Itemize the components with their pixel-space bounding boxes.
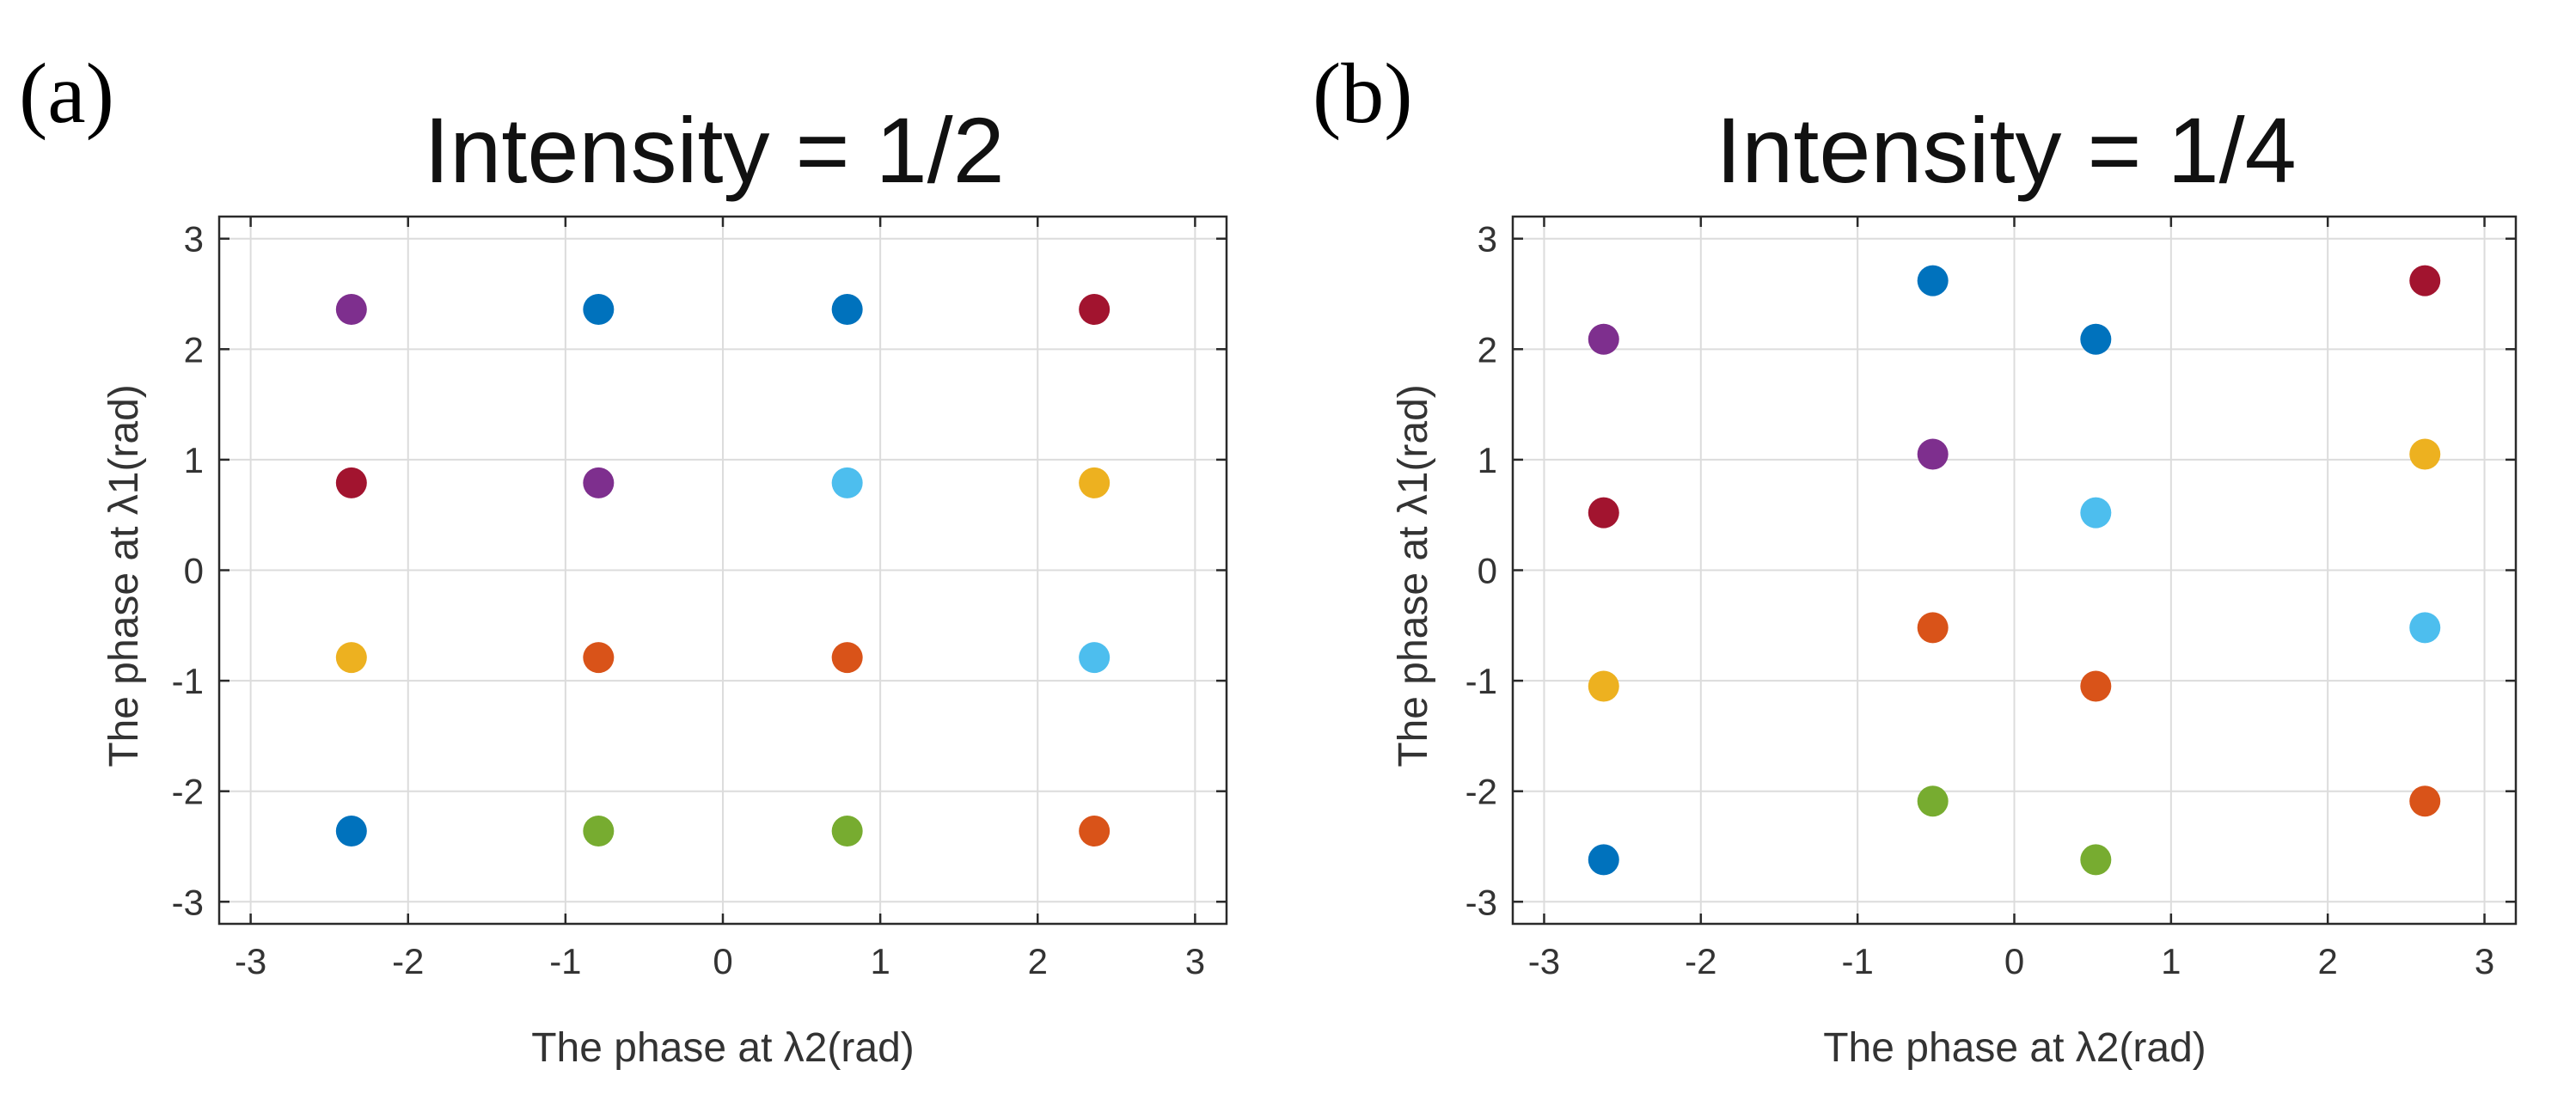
panel-a-point xyxy=(583,294,615,326)
panel-b-ytick-label: -2 xyxy=(1465,772,1497,812)
panel-a-point xyxy=(335,815,367,846)
panel-b-point xyxy=(1588,844,1619,876)
panel-b-point xyxy=(1917,785,1949,817)
panel-b-xtick-label: 2 xyxy=(2318,941,2338,981)
panel-b-point xyxy=(2409,438,2441,470)
panel-a-point xyxy=(1079,467,1111,498)
panel-a-plot-area: -3 -2 -1 0 1 2 3 -3 -2 -1 0 1 2 3 xyxy=(172,215,1228,981)
panel-b-point xyxy=(1917,612,1949,644)
panel-b-ytick-label: -1 xyxy=(1465,661,1497,701)
panel-b-point xyxy=(2409,265,2441,296)
panel-b-point xyxy=(2409,612,2441,644)
panel-a-label: (a) xyxy=(19,46,114,141)
panel-b-point xyxy=(2080,844,2112,876)
panel-b-label: (b) xyxy=(1312,46,1413,141)
panel-b: (b) Intensity = 1/4 -3 -2 -1 0 1 2 3 -3 -2 -1 0 1 2 3… xyxy=(1312,46,2518,1071)
panel-b-ytick-label: 1 xyxy=(1478,440,1497,480)
panel-a: (a) Intensity = 1/2 -3 -2 -1 0 1 2 3 -3 -2 -1 0 1 2 3… xyxy=(19,46,1228,1071)
panel-a-xtick-label: -3 xyxy=(235,941,266,981)
panel-b-point xyxy=(1588,670,1619,702)
panel-b-xtick-label: 3 xyxy=(2475,941,2494,981)
panel-a-xtick-label: 1 xyxy=(870,941,890,981)
panel-a-xtick-label: -2 xyxy=(392,941,424,981)
panel-b-ylabel: The phase at λ1(rad) xyxy=(1391,384,1436,767)
panel-a-point xyxy=(1079,642,1111,674)
panel-b-xtick-label: -1 xyxy=(1841,941,1873,981)
panel-a-xtick-label: 3 xyxy=(1185,941,1205,981)
panel-a-point xyxy=(831,294,863,326)
panel-b-xtick-label: -3 xyxy=(1528,941,1560,981)
panel-b-ytick-label: -3 xyxy=(1465,882,1497,922)
panel-a-ytick-label: 0 xyxy=(184,551,204,591)
panel-b-point xyxy=(1588,497,1619,529)
panel-b-point xyxy=(2080,670,2112,702)
panel-b-title: Intensity = 1/4 xyxy=(1716,98,2296,202)
panel-b-ytick-label: 0 xyxy=(1478,551,1497,591)
panel-a-ytick-label: 3 xyxy=(184,219,204,260)
panel-b-ytick-label: 3 xyxy=(1478,219,1497,260)
panel-a-ylabel: The phase at λ1(rad) xyxy=(101,384,147,767)
panel-a-xtick-label: -1 xyxy=(549,941,581,981)
panel-b-xtick-label: -2 xyxy=(1685,941,1716,981)
panel-b-point xyxy=(1588,323,1619,355)
panel-a-point xyxy=(583,815,615,846)
panel-b-point xyxy=(2080,323,2112,355)
panel-a-xtick-label: 2 xyxy=(1028,941,1048,981)
panel-b-xtick-label: 0 xyxy=(2004,941,2024,981)
panel-a-point xyxy=(831,467,863,498)
panel-a-point xyxy=(1079,294,1111,326)
panel-a-point xyxy=(1079,815,1111,846)
panel-b-ytick-label: 2 xyxy=(1478,329,1497,370)
panel-a-title: Intensity = 1/2 xyxy=(424,98,1004,202)
panel-b-plot-area: -3 -2 -1 0 1 2 3 -3 -2 -1 0 1 2 3 xyxy=(1465,215,2518,981)
panel-a-xtick-label: 0 xyxy=(713,941,732,981)
panel-b-point xyxy=(2080,497,2112,529)
panel-a-ytick-label: -1 xyxy=(172,661,204,701)
panel-b-point xyxy=(1917,265,1949,296)
panel-a-point xyxy=(583,642,615,674)
panel-a-xlabel: The phase at λ2(rad) xyxy=(531,1025,915,1071)
panel-a-point xyxy=(335,294,367,326)
panel-a-point xyxy=(335,642,367,674)
panel-a-point xyxy=(831,815,863,846)
panel-b-point xyxy=(1917,438,1949,470)
panel-b-point xyxy=(2409,785,2441,817)
panel-a-point xyxy=(831,642,863,674)
panel-a-point xyxy=(335,467,367,498)
panel-b-xtick-label: 1 xyxy=(2161,941,2181,981)
panel-b-xlabel: The phase at λ2(rad) xyxy=(1823,1025,2206,1071)
panel-a-ytick-label: 1 xyxy=(184,440,204,480)
panel-a-ytick-label: 2 xyxy=(184,329,204,370)
panel-a-point xyxy=(583,467,615,498)
panel-a-ytick-label: -3 xyxy=(172,882,204,922)
panel-a-ytick-label: -2 xyxy=(172,772,204,812)
